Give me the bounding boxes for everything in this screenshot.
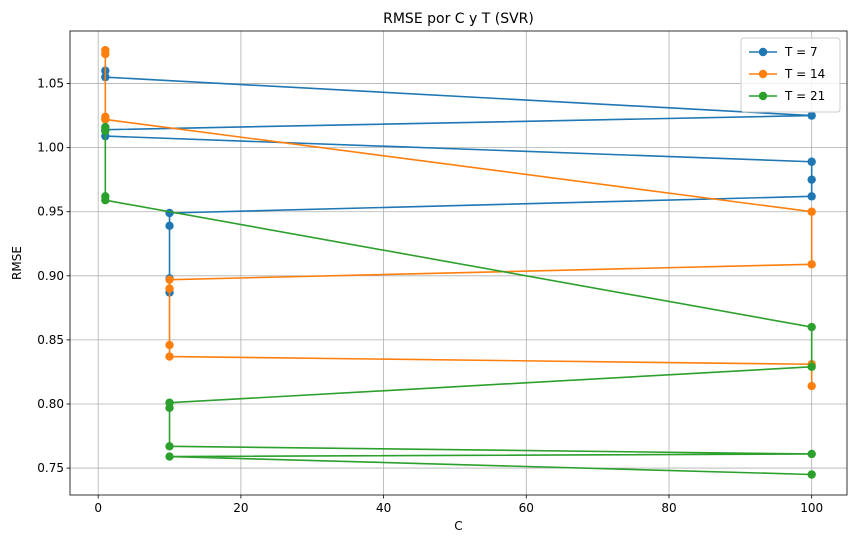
data-point [165,442,174,451]
legend-label: T = 7 [784,45,818,59]
data-point [807,362,816,372]
data-point [807,192,816,201]
data-point [807,322,816,332]
chart-title: RMSE por C y T (SVR) [383,11,534,27]
legend-item: T = 21 [749,89,825,103]
data-point [165,221,174,231]
y-tick-label: 0.90 [37,269,64,283]
y-tick-label: 1.00 [37,141,64,155]
x-tick-label: 100 [800,501,823,515]
x-tick-label: 20 [233,501,248,515]
series-line [104,50,813,387]
grid [70,31,847,495]
data-point [101,195,110,205]
legend-marker [758,91,768,101]
data-point [807,449,816,459]
legend-item: T = 7 [749,45,818,59]
data-point [165,403,174,413]
series-3 [101,122,816,479]
axes-frame [69,30,848,496]
x-axis-title: C [454,519,462,533]
data-point [807,175,816,184]
data-point [165,452,174,461]
x-tick-label: 40 [376,501,391,515]
series-line [104,70,813,293]
series-line [104,127,813,476]
data-point [807,381,816,391]
data-point [807,260,816,269]
series-layer [101,46,816,479]
data-point [165,352,174,361]
data-point [101,49,110,59]
x-tick-label: 80 [661,501,676,515]
x-tick-label: 0 [94,501,102,515]
y-tick-label: 0.95 [37,205,64,219]
y-tick-label: 0.75 [37,461,64,475]
legend-label: T = 14 [784,67,825,81]
y-tick-label: 0.85 [37,333,64,347]
ticks: 0 20 40 60 80 100 0.75 0.80 0.85 0.90 0.95 1.00 1.05 [37,77,823,515]
data-point [101,126,110,136]
x-tick-label: 60 [519,501,534,515]
legend-marker [758,69,768,79]
y-tick-label: 0.80 [37,397,64,411]
data-point [807,111,816,120]
data-point [807,207,816,216]
data-point [807,470,816,479]
data-point [165,340,174,350]
legend-marker [758,47,768,57]
data-point [807,157,816,166]
legend: T = 7 T = 14 T = 21 [740,37,841,113]
legend-label: T = 21 [784,89,825,103]
legend-item: T = 14 [749,67,825,81]
data-point [101,115,110,124]
y-axis-title: RMSE [10,246,24,280]
y-tick-label: 1.05 [37,77,64,91]
data-point [165,275,174,284]
data-point [165,284,174,293]
